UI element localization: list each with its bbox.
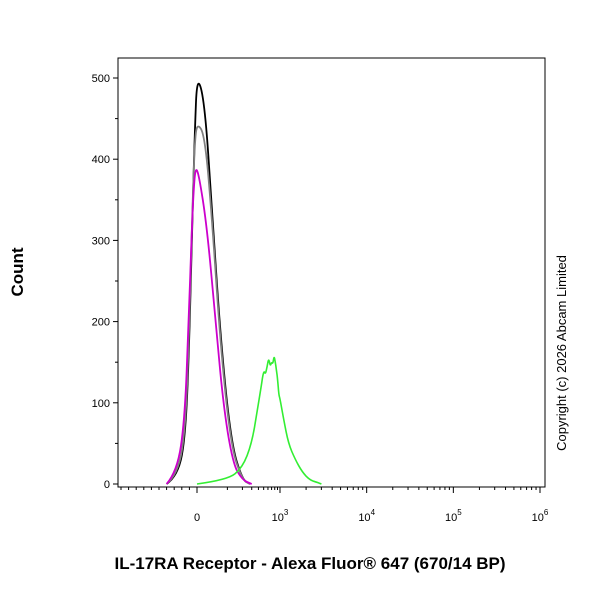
x-tick-label: 105: [445, 508, 462, 524]
y-axis-title: Count: [8, 247, 27, 296]
y-tick-label: 100: [92, 398, 110, 410]
copyright-annotation: Copyright (c) 2026 Abcam Limited: [554, 255, 569, 451]
x-axis-title: IL-17RA Receptor - Alexa Fluor® 647 (670…: [114, 554, 505, 573]
histogram-series-4: [196, 356, 322, 485]
y-tick-label: 0: [104, 479, 110, 491]
y-axis: 0 100 200 300 400 500: [92, 73, 118, 491]
plot-frame: [117, 57, 546, 488]
series-layer: [165, 82, 322, 485]
y-tick-label: 500: [92, 73, 110, 85]
histogram-series-1: [166, 82, 251, 485]
x-axis: 0 103 104 105 106: [120, 487, 549, 524]
y-tick-label: 200: [92, 317, 110, 329]
x-tick-label: 0: [194, 512, 200, 524]
x-tick-label: 104: [358, 508, 375, 524]
y-tick-label: 400: [92, 154, 110, 166]
x-tick-label: 103: [272, 508, 289, 524]
histogram-series-2: [165, 125, 251, 485]
y-tick-label: 300: [92, 235, 110, 247]
x-tick-label: 106: [532, 508, 549, 524]
histogram-series-3: [165, 169, 253, 485]
